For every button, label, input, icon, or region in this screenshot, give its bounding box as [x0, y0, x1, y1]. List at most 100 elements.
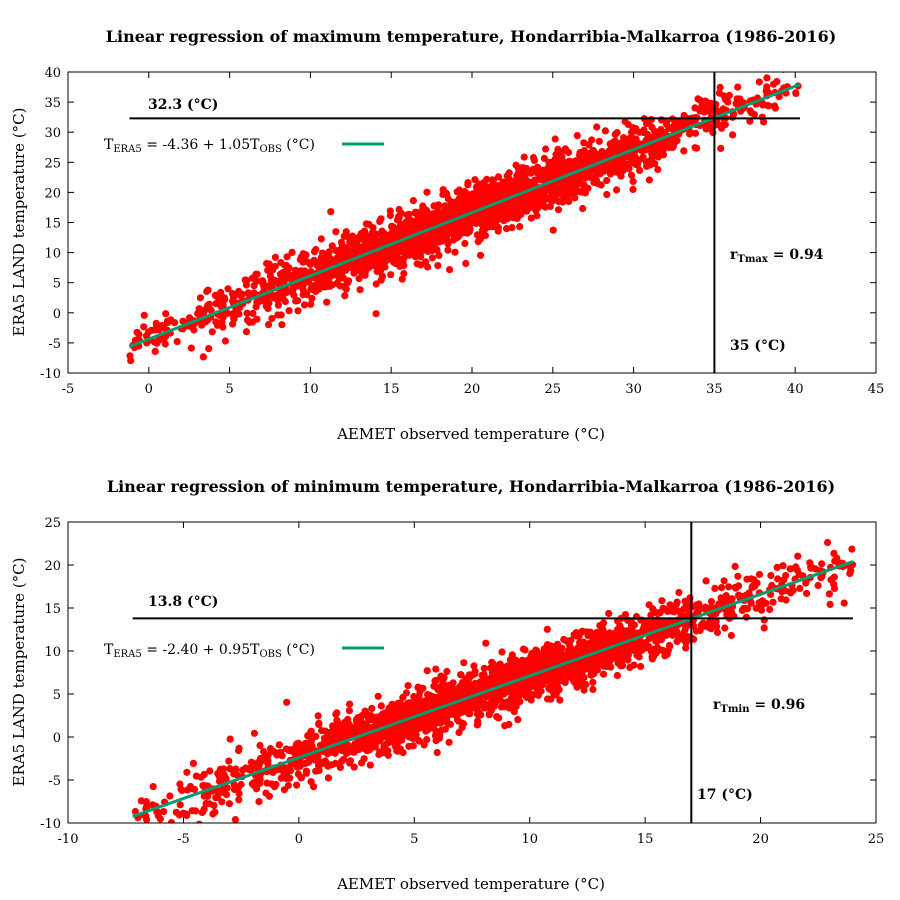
data-point: [660, 129, 668, 137]
data-point: [250, 729, 258, 737]
data-point: [410, 693, 418, 701]
data-point: [226, 765, 234, 773]
data-point: [220, 765, 228, 773]
data-point: [489, 673, 497, 681]
data-point: [302, 251, 310, 259]
data-point: [149, 783, 157, 791]
data-point: [283, 698, 291, 706]
data-point: [731, 583, 739, 591]
data-point: [226, 735, 234, 743]
data-point: [436, 234, 444, 243]
data-point: [231, 816, 239, 823]
data-point: [410, 248, 418, 256]
data-point: [595, 169, 603, 177]
data-point: [529, 154, 538, 162]
data-point: [734, 83, 742, 91]
data-point: [366, 741, 374, 750]
data-point: [389, 713, 397, 721]
data-point: [225, 757, 233, 765]
data-point: [396, 709, 404, 717]
data-point: [531, 659, 540, 667]
x-axis-label: AEMET observed temperature (°C): [336, 875, 605, 893]
x-tick-label: 45: [868, 382, 885, 397]
data-point: [747, 575, 755, 583]
data-point: [603, 190, 611, 199]
y-tick-label: 0: [53, 307, 61, 322]
data-point: [554, 188, 563, 197]
data-point: [387, 271, 395, 279]
y-tick-label: 40: [44, 66, 61, 81]
data-point: [130, 833, 137, 840]
data-point: [518, 656, 527, 665]
data-point: [512, 657, 520, 665]
data-point: [474, 717, 482, 725]
data-point: [639, 640, 647, 649]
data-point: [415, 737, 424, 745]
data-point: [369, 238, 377, 246]
data-point: [369, 252, 377, 260]
data-point: [529, 190, 537, 198]
data-point: [442, 707, 450, 715]
x-ticks: -5 0 5 10 15 20 25 30 35 40 45: [62, 72, 885, 397]
data-point: [533, 212, 541, 220]
data-point: [639, 154, 647, 162]
data-point: [216, 296, 224, 304]
data-point: [680, 629, 688, 637]
data-point: [580, 663, 588, 671]
data-point: [623, 627, 631, 635]
data-point: [288, 248, 296, 256]
data-point: [210, 801, 218, 810]
data-point: [312, 767, 320, 775]
data-point: [773, 563, 781, 572]
data-point: [399, 749, 407, 757]
data-point: [336, 282, 344, 290]
data-point: [235, 789, 243, 798]
data-point: [554, 206, 563, 214]
data-point: [173, 338, 181, 346]
data-point: [395, 734, 403, 742]
data-point: [338, 757, 346, 765]
chart-panel-min: Linear regression of minimum temperature…: [10, 477, 884, 893]
data-point: [498, 648, 506, 656]
y-tick-label: 0: [53, 731, 61, 746]
data-point: [549, 226, 557, 234]
regression-line: [132, 560, 854, 818]
data-point: [620, 134, 628, 142]
data-point: [360, 755, 368, 763]
data-point: [461, 239, 469, 248]
hline-label: 13.8 (°C): [148, 594, 218, 610]
data-point: [401, 727, 409, 735]
data-point: [702, 577, 710, 585]
data-point: [477, 711, 485, 719]
data-point: [430, 235, 438, 243]
data-point: [485, 701, 493, 709]
data-point: [724, 98, 732, 106]
data-point: [224, 285, 232, 293]
data-point: [478, 221, 486, 229]
data-point: [469, 697, 477, 705]
data-point: [457, 197, 465, 205]
data-point: [488, 182, 496, 190]
data-point: [321, 757, 329, 765]
data-point: [509, 214, 517, 222]
data-point: [573, 132, 581, 140]
data-point: [189, 759, 197, 768]
x-tick-label: 40: [787, 382, 804, 397]
data-point: [337, 238, 346, 246]
data-point: [262, 294, 270, 302]
data-point: [186, 314, 194, 322]
data-point: [398, 275, 406, 283]
data-point: [404, 711, 412, 719]
data-point: [196, 294, 204, 302]
data-point: [691, 129, 700, 137]
data-point: [471, 679, 479, 688]
data-point: [219, 313, 227, 321]
data-point: [499, 178, 507, 186]
data-point: [581, 646, 589, 654]
data-point: [516, 223, 524, 231]
data-point: [245, 290, 253, 298]
data-point: [161, 340, 169, 348]
data-point: [410, 725, 418, 733]
x-tick-label: 20: [464, 382, 481, 397]
